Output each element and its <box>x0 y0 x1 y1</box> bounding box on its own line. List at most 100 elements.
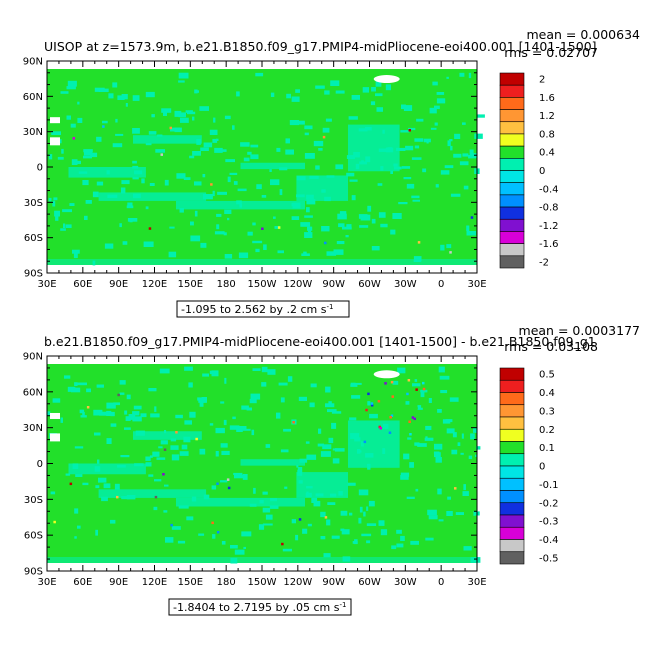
field-cell <box>96 181 104 186</box>
field-cell <box>320 451 331 457</box>
field-cell <box>62 209 72 213</box>
field-cell <box>77 101 80 105</box>
x-tick-label: 90E <box>109 577 128 588</box>
field-cell <box>454 133 461 139</box>
field-cell <box>366 506 369 511</box>
colorbar-label: 0.4 <box>539 148 555 159</box>
colorbar-swatch <box>499 416 525 430</box>
colorbar-label: -1.2 <box>539 221 559 232</box>
field-cell <box>452 432 457 438</box>
field-cell <box>436 98 446 104</box>
field-cell <box>428 515 438 520</box>
field-cell <box>148 474 154 477</box>
x-tick-label: 120W <box>283 279 312 290</box>
y-axis: 90N 60N 30N 0 30S 60S 90S <box>23 352 477 578</box>
colorbar-swatch <box>499 84 525 98</box>
field-cell <box>95 529 98 536</box>
field-cell <box>318 148 323 151</box>
anomaly-dot <box>454 487 457 490</box>
field-cell <box>203 494 210 500</box>
anomaly-dot <box>389 416 392 419</box>
field-cell <box>359 506 363 513</box>
field-cell <box>400 535 405 541</box>
field-cell <box>453 153 462 158</box>
field-zone <box>240 162 305 170</box>
anomaly-dot <box>406 392 409 396</box>
field-cell <box>351 195 356 201</box>
anomaly-dot <box>86 406 90 409</box>
field-cell <box>252 368 261 371</box>
field-cell <box>185 110 193 113</box>
field-cell <box>403 177 412 180</box>
field-cell <box>276 412 281 419</box>
field-cell <box>375 81 382 87</box>
field-cell <box>170 445 179 450</box>
anomaly-dot <box>175 431 178 434</box>
field-cell <box>156 457 166 460</box>
rms-stat: rms = 0.02707 <box>504 45 598 60</box>
colorbar-swatch <box>499 526 525 540</box>
panel-top: UISOP at z=1573.9m, b.e21.B1850.f09_g17.… <box>23 27 640 318</box>
field-cell <box>237 188 247 192</box>
anomaly-dot <box>324 516 328 519</box>
field-cell <box>92 191 99 198</box>
field-cell <box>255 248 260 253</box>
field-cell <box>220 443 228 448</box>
field-cell <box>463 185 469 190</box>
field-zone <box>296 472 348 498</box>
field-cell <box>336 241 345 245</box>
field-cell <box>202 174 206 178</box>
field-cell <box>435 457 442 463</box>
field-cell <box>132 160 137 164</box>
x-tick-label: 120E <box>142 279 167 290</box>
field-cell <box>54 210 60 217</box>
panel-title: UISOP at z=1573.9m, b.e21.B1850.f09_g17.… <box>44 39 597 54</box>
anomaly-dot <box>169 126 172 130</box>
field-cell <box>468 72 472 79</box>
field-cell <box>449 139 453 142</box>
colorbar-label: -2 <box>539 257 549 268</box>
field-cell <box>466 225 470 231</box>
field-cell <box>55 216 59 221</box>
field-cell <box>232 125 235 130</box>
field-cell <box>414 145 420 149</box>
field-cell <box>283 428 291 432</box>
field-cell <box>449 397 459 402</box>
field-cell <box>322 127 330 133</box>
x-tick-label: 90E <box>109 279 128 290</box>
colorbar-label: -0.4 <box>539 535 559 546</box>
colorbar-swatch <box>499 490 525 504</box>
field-cell <box>459 161 469 166</box>
field-cell <box>110 411 115 417</box>
y-tick-label: 30N <box>23 423 43 434</box>
field-cell <box>92 260 96 266</box>
field-cell <box>416 118 424 122</box>
field-cell <box>214 231 225 235</box>
field-zone <box>176 200 305 210</box>
field-cell <box>184 366 193 371</box>
colorbar-label: -0.4 <box>539 184 559 195</box>
colorbar-label: -0.3 <box>539 517 559 528</box>
field-cell <box>455 512 464 515</box>
colorbar-swatch <box>499 539 525 553</box>
colorbar-swatch <box>499 404 525 418</box>
field-cell <box>302 528 308 534</box>
field-cell <box>84 215 88 220</box>
field-cell <box>352 382 362 385</box>
field-cell <box>305 441 310 444</box>
x-tick-label: 30W <box>394 577 417 588</box>
y-tick-label: 0 <box>37 163 43 174</box>
field-cell <box>250 393 261 400</box>
field-cell <box>252 222 256 226</box>
field-cell <box>437 409 442 413</box>
field-cell <box>170 438 177 442</box>
anomaly-dot <box>292 421 295 424</box>
field-cell <box>409 462 414 468</box>
anomaly-dot <box>170 523 173 527</box>
field-cell <box>263 244 267 250</box>
anomaly-dot <box>163 448 167 451</box>
field-cell <box>132 177 139 180</box>
field-cell <box>190 221 194 226</box>
colorbar-swatch <box>499 133 525 147</box>
mean-stat: mean = 0.0003177 <box>519 323 640 338</box>
